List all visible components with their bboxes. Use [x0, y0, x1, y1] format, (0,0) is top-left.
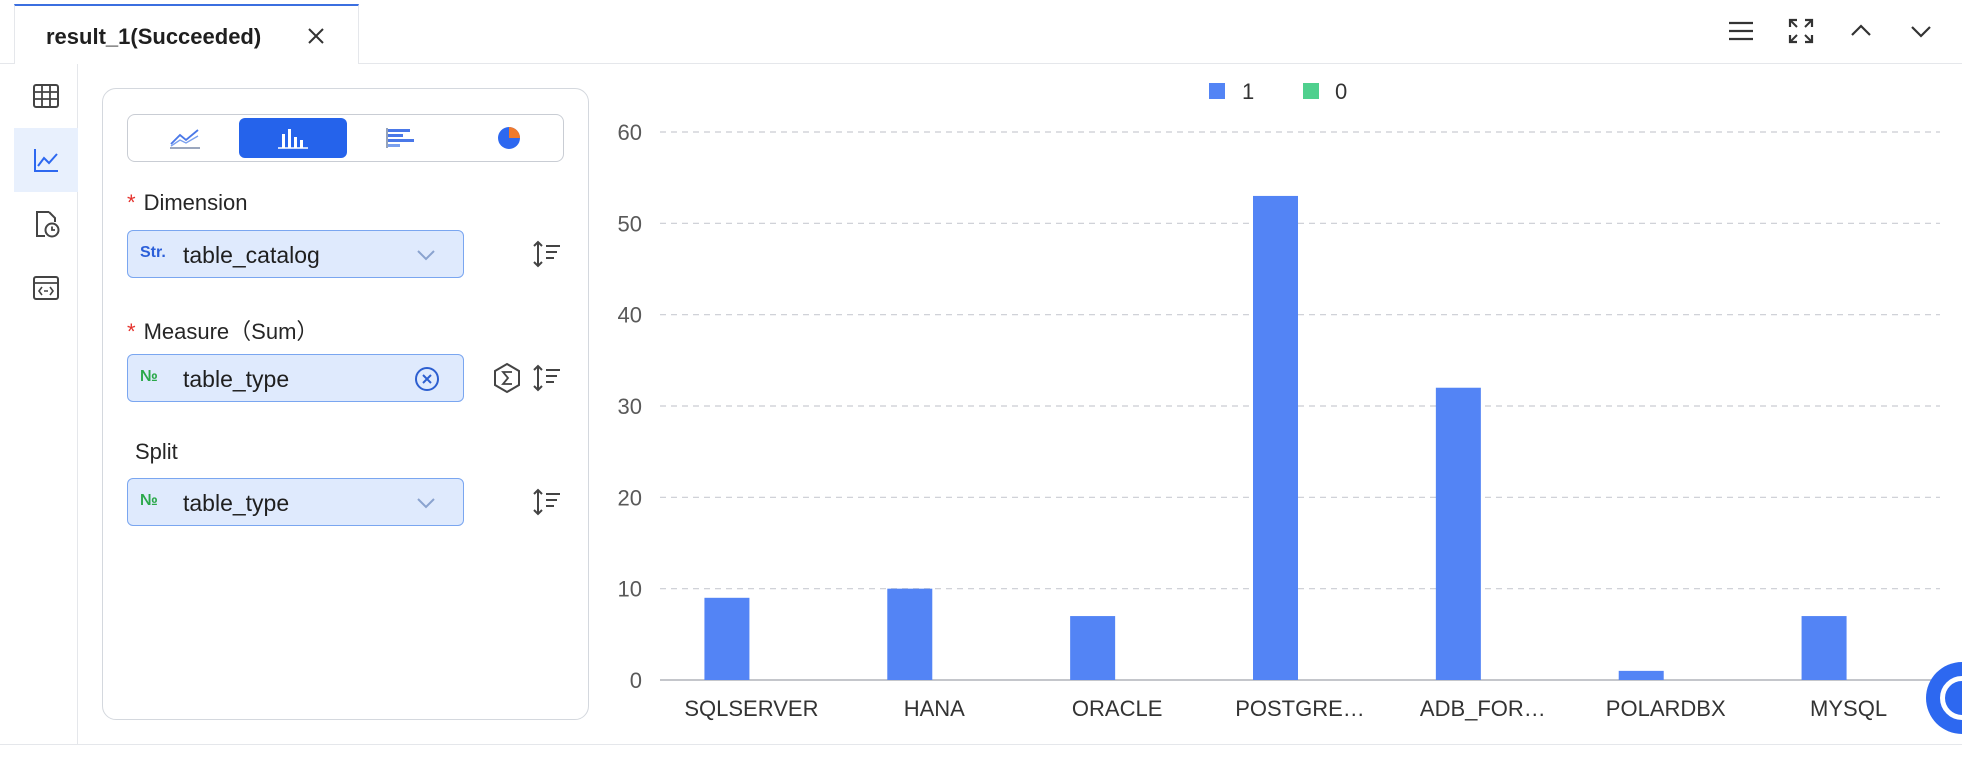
- left-rail: [14, 64, 78, 744]
- required-mark: *: [127, 190, 136, 215]
- split-select[interactable]: № table_type: [127, 478, 464, 526]
- close-icon[interactable]: [303, 23, 329, 49]
- chevron-down-icon: [417, 250, 435, 261]
- rail-history[interactable]: [14, 192, 78, 256]
- tab-result[interactable]: result_1(Succeeded): [14, 4, 359, 64]
- y-tick-label: 20: [618, 485, 642, 510]
- measure-value: table_type: [183, 366, 290, 392]
- dimension-label: * Dimension: [127, 190, 248, 216]
- tab-title: result_1(Succeeded): [46, 24, 262, 49]
- rail-code[interactable]: [14, 256, 78, 320]
- bar-series-1: [704, 597, 750, 680]
- fullscreen-icon[interactable]: [1786, 16, 1816, 46]
- legend-label-1: 1: [1242, 79, 1254, 104]
- y-tick-label: 0: [630, 668, 642, 693]
- legend-swatch-1: [1209, 83, 1225, 99]
- chart-type-line[interactable]: [131, 118, 239, 158]
- number-type-badge: №: [140, 368, 158, 385]
- y-tick-label: 30: [618, 394, 642, 419]
- legend-swatch-0: [1303, 83, 1319, 99]
- x-tick-label: POSTGRE…: [1235, 696, 1365, 721]
- pie-chart-icon: [498, 127, 520, 149]
- code-icon: [33, 276, 59, 300]
- x-tick-label: POLARDBX: [1606, 696, 1726, 721]
- measure-label: * Measure（Sum）: [127, 314, 318, 346]
- x-tick-label: ORACLE: [1072, 696, 1162, 721]
- x-tick-label: SQLSERVER: [684, 696, 818, 721]
- menu-icon[interactable]: [1726, 16, 1756, 46]
- dimension-select[interactable]: Str. table_catalog: [127, 230, 464, 278]
- line-chart-icon: [34, 149, 58, 172]
- bar-chart-icon: [278, 129, 308, 149]
- bar-series-1: [1435, 387, 1481, 680]
- chart-type-horizontal-bar[interactable]: [347, 118, 455, 158]
- bottom-divider: [0, 744, 1962, 745]
- sort-icon[interactable]: [530, 238, 562, 270]
- chevron-down-icon: [417, 498, 435, 509]
- rail-table[interactable]: [14, 64, 78, 128]
- chart-type-pie[interactable]: [455, 118, 563, 158]
- x-tick-label: HANA: [904, 696, 965, 721]
- sort-icon[interactable]: [530, 486, 562, 518]
- tab-bar: result_1(Succeeded): [0, 0, 1962, 64]
- assistant-icon: [1940, 676, 1962, 720]
- dimension-value: table_catalog: [183, 242, 320, 268]
- line-chart-icon: [170, 129, 200, 149]
- bar-series-1: [1253, 195, 1298, 680]
- bar-series-1: [1618, 670, 1664, 680]
- y-tick-label: 10: [618, 577, 642, 602]
- rail-chart[interactable]: [14, 128, 78, 192]
- split-label: Split: [135, 439, 178, 464]
- legend-label-0: 0: [1335, 79, 1347, 104]
- chevron-up-icon[interactable]: [1846, 16, 1876, 46]
- y-tick-label: 50: [618, 211, 642, 236]
- table-icon: [33, 84, 59, 108]
- horizontal-bar-chart-icon: [386, 128, 414, 148]
- sort-icon[interactable]: [530, 362, 562, 394]
- chart-config-panel: [102, 88, 589, 720]
- bar-series-1: [887, 588, 933, 680]
- chart-type-switcher: [127, 114, 564, 162]
- split-value: table_type: [183, 490, 290, 516]
- bar-series-1: [1801, 616, 1847, 680]
- clear-icon[interactable]: [413, 365, 441, 393]
- number-type-badge: №: [140, 492, 158, 509]
- bar-series-1: [1070, 616, 1116, 680]
- x-tick-label: MYSQL: [1810, 696, 1887, 721]
- required-mark: *: [127, 319, 136, 344]
- history-icon: [36, 211, 60, 238]
- chart-type-bar[interactable]: [239, 118, 347, 158]
- aggregate-sigma-icon[interactable]: [492, 362, 522, 394]
- y-tick-label: 40: [618, 303, 642, 328]
- dimension-label-text: Dimension: [143, 190, 248, 215]
- x-tick-label: ADB_FOR…: [1420, 696, 1546, 721]
- measure-label-text: Measure（Sum）: [143, 319, 319, 344]
- string-type-badge: Str.: [140, 244, 166, 261]
- y-tick-label: 60: [618, 120, 642, 145]
- chevron-down-icon[interactable]: [1906, 16, 1936, 46]
- measure-select[interactable]: № table_type: [127, 354, 464, 402]
